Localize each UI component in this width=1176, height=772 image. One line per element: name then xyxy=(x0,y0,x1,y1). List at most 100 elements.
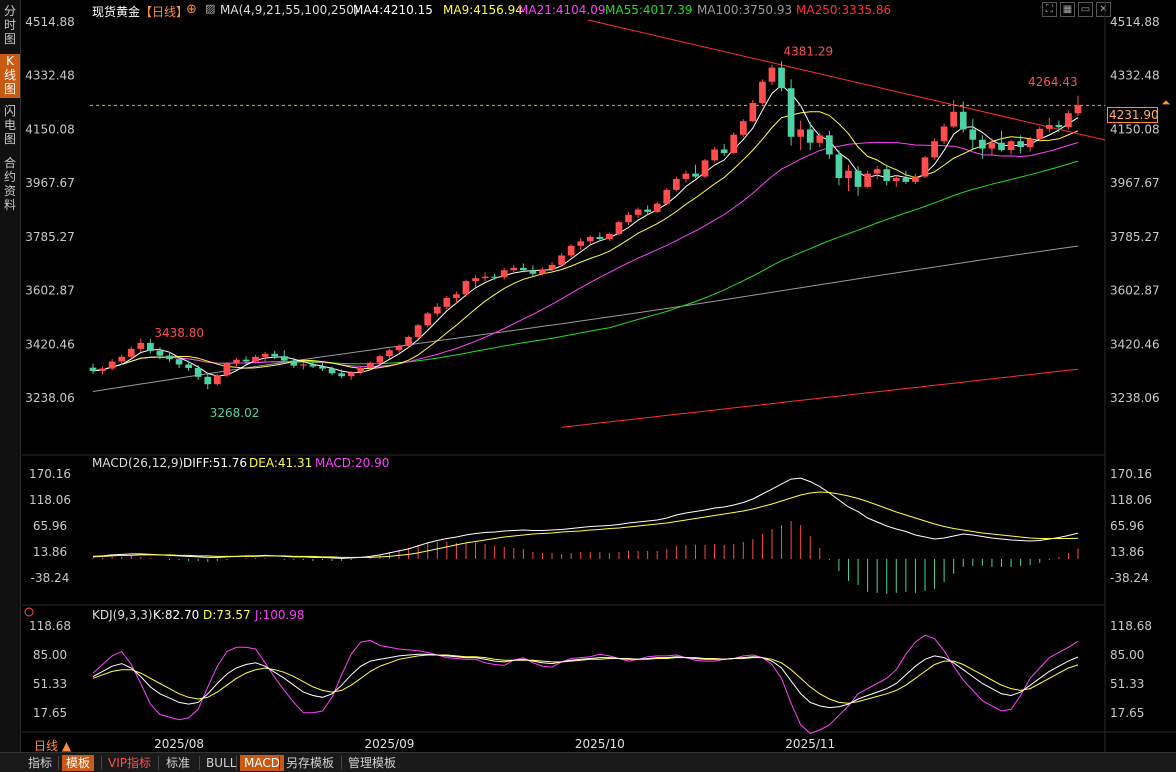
candle-body xyxy=(1017,141,1024,148)
standard-button[interactable]: 标准 xyxy=(166,756,191,770)
candle-body xyxy=(424,313,432,326)
candle-body xyxy=(797,129,805,137)
close-icon[interactable]: ✕ xyxy=(1096,2,1111,17)
candle-body xyxy=(854,170,862,187)
macd-axis-label-right: 118.06 xyxy=(1110,493,1152,507)
ma21-value: MA21:4104.09 xyxy=(518,3,606,17)
candle-body xyxy=(166,355,173,360)
price-axis-label-left: 3238.06 xyxy=(25,391,75,405)
macd-axis-label-left: 13.86 xyxy=(33,545,67,559)
candle-body xyxy=(826,135,833,155)
candle-body xyxy=(519,267,527,271)
window-icon[interactable]: ▭ xyxy=(1078,2,1093,17)
macd-macd-value: MACD:20.90 xyxy=(315,456,389,470)
price-axis-label-left: 4150.08 xyxy=(25,122,75,136)
price-axis-label-right: 4514.88 xyxy=(1110,15,1160,29)
candle-body xyxy=(940,126,948,142)
candle-body xyxy=(185,364,192,368)
candle-body xyxy=(271,353,279,357)
price-axis-label-right: 3420.46 xyxy=(1110,337,1160,351)
chart-period[interactable]: 【日线】 xyxy=(140,5,189,19)
tab-contract-info[interactable]: 合约资料 xyxy=(0,156,20,214)
candle-body xyxy=(902,178,910,182)
candle-body xyxy=(491,276,498,278)
current-price-tag: 4231.90 xyxy=(1107,107,1159,123)
price-axis-label-left: 4514.88 xyxy=(25,15,75,29)
high-annotation: 4381.29 xyxy=(784,44,834,58)
candle-body xyxy=(433,306,441,314)
date-axis-label: 2025/08 xyxy=(154,737,204,751)
manage-template-button[interactable]: 管理模板 xyxy=(348,756,397,770)
candle-body xyxy=(366,362,374,368)
date-axis-label: 2025/09 xyxy=(365,737,415,751)
template-button[interactable]: 模板 xyxy=(62,755,95,771)
fullscreen-icon[interactable]: ⛶ xyxy=(1042,2,1057,17)
tab-flash-chart[interactable]: 闪电图 xyxy=(0,104,20,148)
candle-body xyxy=(663,189,671,204)
price-axis-label-right: 4332.48 xyxy=(1110,69,1160,83)
grid-icon[interactable]: ▦ xyxy=(1060,2,1075,17)
divider xyxy=(199,756,200,770)
bull-button[interactable]: BULL xyxy=(206,756,237,770)
candle-body xyxy=(634,209,642,215)
candle-body xyxy=(204,376,212,385)
candle-body xyxy=(118,356,126,362)
ma-settings-icon[interactable]: ▨ xyxy=(205,2,216,15)
tab-time-chart[interactable]: 分时图 xyxy=(0,4,20,48)
kdj-k-line xyxy=(92,653,1079,709)
candle-body xyxy=(969,129,977,140)
candle-body xyxy=(223,363,231,376)
ma-params: MA(4,9,21,55,100,250) xyxy=(220,3,359,17)
kdj-settings-icon xyxy=(24,607,34,617)
price-axis-label-left: 3420.46 xyxy=(25,337,75,351)
candle-body xyxy=(233,359,240,364)
candle-body xyxy=(730,134,738,154)
candle-body xyxy=(127,348,135,357)
macd-button[interactable]: MACD xyxy=(240,755,284,771)
candle-body xyxy=(539,269,546,274)
candle-body xyxy=(787,88,795,137)
candle-body xyxy=(510,267,518,271)
candle-body xyxy=(300,364,307,366)
macd-axis-label-right: 170.16 xyxy=(1110,467,1152,481)
save-template-button[interactable]: 另存模板 xyxy=(286,756,335,770)
candle-body xyxy=(453,294,460,298)
macd-diff-line xyxy=(92,477,1079,559)
price-axis-label-left: 3602.87 xyxy=(25,284,75,298)
kdj-axis-label-left: 118.68 xyxy=(29,619,71,633)
candle-body xyxy=(309,364,317,367)
tab-label: 闪电图 xyxy=(3,104,16,146)
candle-body xyxy=(883,169,891,181)
divider xyxy=(58,756,59,770)
vip-indicator-button[interactable]: VIP指标 xyxy=(108,756,151,770)
macd-axis-label-right: 65.96 xyxy=(1110,519,1144,533)
candle-body xyxy=(768,67,776,82)
tab-label: 合约资料 xyxy=(3,156,16,212)
macd-axis-label-left: -38.24 xyxy=(31,571,70,585)
candle-body xyxy=(443,297,451,307)
candle-body xyxy=(873,169,881,174)
divider xyxy=(236,756,237,770)
kline-chart[interactable]: 4514.88 4514.88 4332.48 4332.48 4150.08 4150.… xyxy=(22,0,1176,752)
candle-body xyxy=(682,173,690,179)
recent-high-annotation: 4264.43 xyxy=(1028,75,1078,89)
price-axis-label-left: 3785.27 xyxy=(25,230,75,244)
ma4-value: MA4:4210.15 xyxy=(353,3,433,17)
indicator-button[interactable]: 指标 xyxy=(28,756,53,770)
candle-body xyxy=(749,102,757,122)
candle-body xyxy=(280,356,288,361)
add-icon[interactable]: ⊕ xyxy=(186,2,197,17)
candle-body xyxy=(529,270,537,274)
candle-body xyxy=(759,81,766,103)
ma250-line xyxy=(561,368,1079,428)
candle-body xyxy=(615,222,623,234)
candle-body xyxy=(108,361,116,369)
ma9-value: MA9:4156.94 xyxy=(443,3,523,17)
macd-diff-value: DIFF:51.76 xyxy=(183,456,247,470)
candle-body xyxy=(99,368,106,371)
trend-line xyxy=(587,19,1106,141)
chart-symbol: 现货黄金 xyxy=(92,5,141,19)
price-axis-label-right: 3967.67 xyxy=(1110,176,1160,190)
